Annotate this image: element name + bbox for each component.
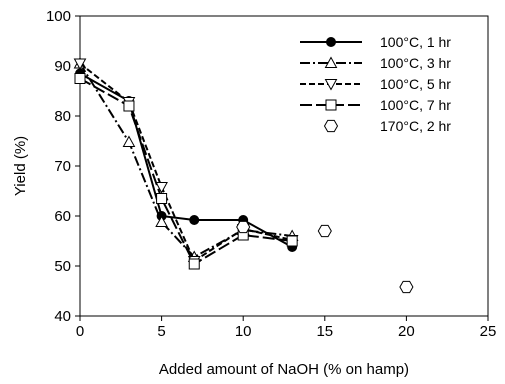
legend-entry: 100°C, 7 hr — [300, 97, 451, 113]
legend-entry: 170°C, 2 hr — [323, 118, 451, 134]
series-3 — [74, 73, 298, 270]
legend-entry: 100°C, 5 hr — [300, 76, 451, 92]
data-point — [155, 215, 168, 227]
y-tick-label: 60 — [54, 208, 71, 225]
data-point — [188, 258, 200, 270]
x-tick-label: 10 — [235, 323, 252, 340]
x-tick-label: 20 — [398, 323, 415, 340]
y-tick-label: 80 — [54, 108, 71, 125]
axis-ticks: 0 5 10 15 20 25 40 50 60 70 80 90 100 — [46, 8, 496, 340]
data-point — [155, 182, 168, 194]
x-tick-label: 25 — [480, 323, 497, 340]
series-layer — [73, 56, 414, 294]
legend-marker — [326, 37, 336, 47]
data-point — [73, 58, 87, 71]
legend-entry: 100°C, 1 hr — [300, 34, 451, 50]
y-tick-label: 40 — [54, 308, 71, 325]
series-line — [79, 62, 293, 259]
legend-marker — [323, 119, 339, 133]
series-0 — [75, 68, 298, 252]
legend-label: 170°C, 2 hr — [380, 118, 451, 134]
data-point — [189, 215, 200, 225]
x-tick-label: 15 — [316, 323, 333, 340]
legend-marker — [325, 99, 337, 111]
data-point — [317, 224, 332, 238]
series-line — [79, 72, 293, 248]
legend-label: 100°C, 5 hr — [380, 76, 451, 92]
data-point — [236, 220, 251, 234]
y-tick-label: 90 — [54, 58, 71, 75]
x-tick-label: 5 — [157, 323, 165, 340]
data-point — [123, 100, 135, 112]
data-point — [286, 235, 298, 247]
legend-marker — [324, 79, 338, 91]
legend-entry: 100°C, 3 hr — [300, 55, 451, 71]
legend-label: 100°C, 3 hr — [380, 55, 451, 71]
data-point — [399, 280, 414, 294]
data-point — [122, 135, 136, 147]
data-point — [156, 193, 168, 204]
legend-label: 100°C, 1 hr — [380, 34, 451, 50]
legend-marker — [324, 56, 338, 68]
series-line — [79, 77, 293, 266]
x-tick-label: 0 — [76, 323, 84, 340]
y-axis-title: Yield (%) — [12, 136, 29, 196]
y-tick-label: 70 — [54, 158, 71, 175]
y-tick-label: 100 — [46, 8, 71, 25]
data-point — [74, 73, 86, 84]
legend: 100°C, 1 hr 100°C, 3 hr 100°C, 5 hr 100°C, … — [300, 34, 451, 134]
legend-label: 100°C, 7 hr — [380, 97, 451, 113]
x-axis-title: Added amount of NaOH (% on hamp) — [159, 361, 409, 378]
y-tick-label: 50 — [54, 258, 71, 275]
series-line — [79, 62, 293, 263]
series-4 — [236, 220, 414, 294]
